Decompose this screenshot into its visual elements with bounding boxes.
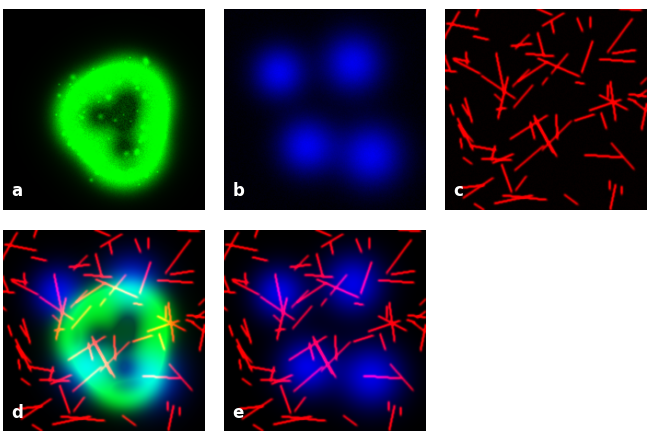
Text: b: b (232, 183, 244, 200)
Text: e: e (232, 404, 244, 422)
Text: a: a (11, 183, 23, 200)
Text: c: c (453, 183, 463, 200)
Text: d: d (11, 404, 23, 422)
